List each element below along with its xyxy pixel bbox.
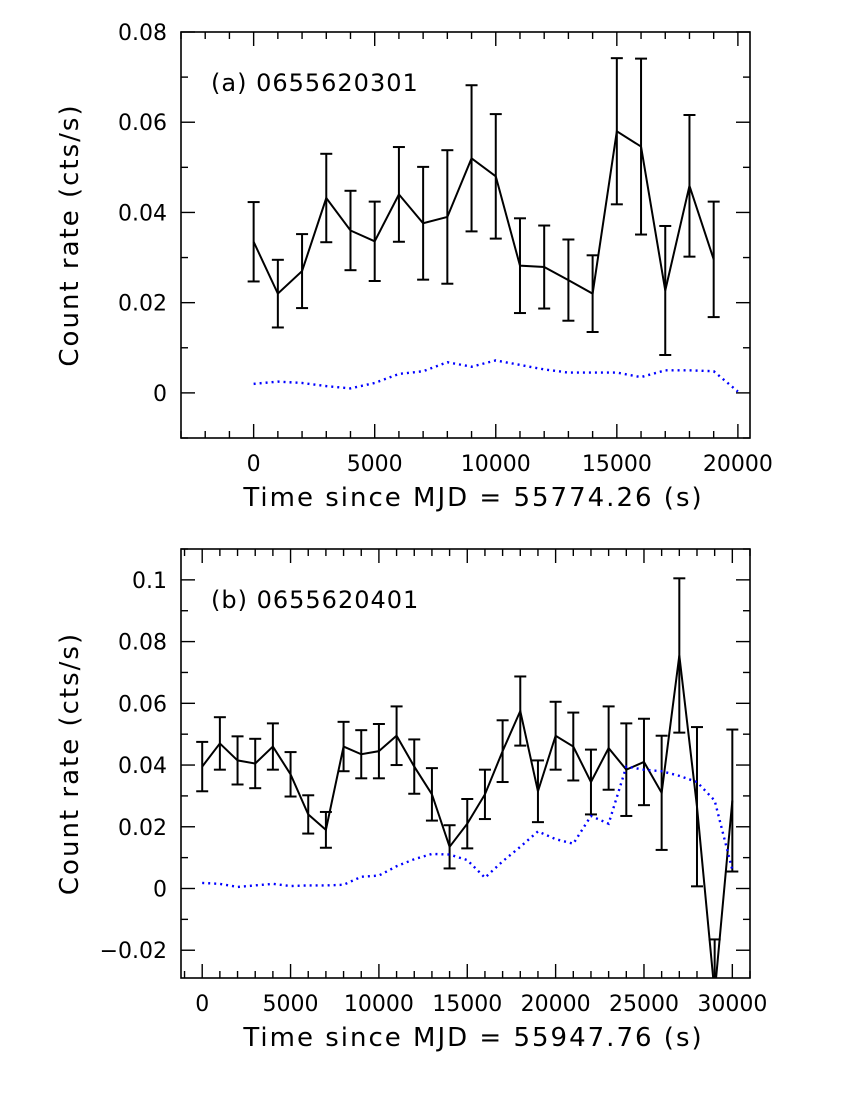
error-bar: [271, 258, 284, 329]
y-tick-label: 0.02: [118, 292, 167, 317]
error-bar: [531, 759, 544, 824]
error-bar: [655, 734, 668, 851]
y-tick-label: 0.08: [118, 21, 167, 46]
y-axis-label: Count rate (cts/s): [55, 632, 85, 895]
error-bar: [707, 200, 720, 319]
error-bar: [461, 797, 474, 850]
x-axis-label: Time since MJD = 55947.76 (s): [242, 1023, 703, 1053]
error-bar: [610, 57, 623, 206]
x-tick-label: 15000: [582, 452, 652, 477]
x-axis-label: Time since MJD = 55774.26 (s): [242, 483, 703, 513]
error-bar: [514, 675, 527, 747]
error-bar: [337, 720, 350, 773]
error-bar: [659, 224, 672, 356]
error-bar: [392, 146, 405, 243]
error-bar: [586, 254, 599, 333]
error-bar: [319, 810, 332, 849]
y-tick-label: 0: [153, 877, 167, 902]
y-tick-label: 0: [153, 382, 167, 407]
panel-label: (a) 0655620301: [211, 69, 419, 97]
error-bar: [296, 233, 309, 310]
plot-frame: [180, 548, 751, 979]
y-tick-label: 0.04: [118, 754, 167, 779]
x-tick-label: 20000: [521, 992, 591, 1017]
error-bar: [408, 738, 421, 795]
error-bar: [584, 748, 597, 816]
error-bar: [344, 189, 357, 272]
error-bar: [284, 751, 297, 798]
error-bar: [441, 149, 454, 285]
panel-b: 0 5000 10000 15000 20000 25000 30000 −0.02 0 0.02…: [55, 548, 767, 1053]
error-bar: [355, 729, 368, 780]
x-tick-label: 10000: [344, 992, 414, 1017]
error-bar: [562, 238, 575, 322]
panel-a: 0 5000 10000 15000 20000 0 0.02 0.04 0.06 0.08 Tim…: [55, 21, 773, 513]
error-bar: [247, 201, 260, 283]
y-tick-label: 0.06: [118, 111, 167, 136]
error-bar: [478, 768, 491, 821]
error-bar: [390, 705, 403, 767]
error-bar: [266, 722, 279, 771]
error-bar: [708, 938, 721, 978]
error-bar: [549, 700, 562, 771]
error-bar: [602, 705, 615, 791]
error-bar: [683, 114, 696, 258]
y-tick-label: 0.06: [118, 692, 167, 717]
error-bar: [213, 716, 226, 771]
error-bar: [249, 737, 262, 790]
error-bar: [673, 577, 686, 734]
y-tick-label: 0.04: [118, 201, 167, 226]
plot-frame: [180, 31, 751, 439]
x-tick-label: 0: [247, 452, 261, 477]
error-bar: [567, 711, 580, 782]
error-bar: [690, 726, 703, 888]
error-bar: [538, 224, 551, 310]
source-rate-line: [252, 129, 715, 296]
error-bar: [368, 200, 381, 283]
error-bar: [372, 722, 385, 780]
x-tick-label: 5000: [263, 992, 319, 1017]
error-bar: [425, 767, 438, 822]
error-bar: [302, 794, 315, 835]
y-tick-label: 0.02: [118, 816, 167, 841]
error-bar: [637, 717, 650, 807]
error-bar: [465, 84, 478, 233]
y-axis-label: Count rate (cts/s): [55, 103, 85, 366]
x-tick-label: 10000: [461, 452, 531, 477]
x-tick-label: 5000: [347, 452, 403, 477]
y-tick-label: −0.02: [100, 939, 167, 964]
x-tick-label: 25000: [609, 992, 679, 1017]
x-tick-label: 15000: [432, 992, 502, 1017]
error-bar: [443, 824, 456, 870]
error-bar: [489, 113, 502, 240]
error-bar: [231, 735, 244, 786]
error-bar: [635, 57, 648, 236]
error-bar: [620, 722, 633, 817]
x-tick-label: 30000: [697, 992, 767, 1017]
error-bar: [417, 165, 430, 281]
error-bar: [320, 152, 333, 244]
background-rate-line: [253, 359, 739, 393]
y-tick-label: 0.08: [118, 631, 167, 656]
error-bar: [496, 719, 509, 784]
background-rate-line: [202, 765, 734, 889]
x-tick-label: 20000: [703, 452, 773, 477]
error-bar: [726, 728, 739, 873]
y-tick-label: 0.1: [132, 569, 167, 594]
panel-label: (b) 0655620401: [211, 586, 419, 614]
error-bar: [196, 740, 209, 793]
x-tick-label: 0: [195, 992, 209, 1017]
error-bar: [513, 217, 526, 315]
